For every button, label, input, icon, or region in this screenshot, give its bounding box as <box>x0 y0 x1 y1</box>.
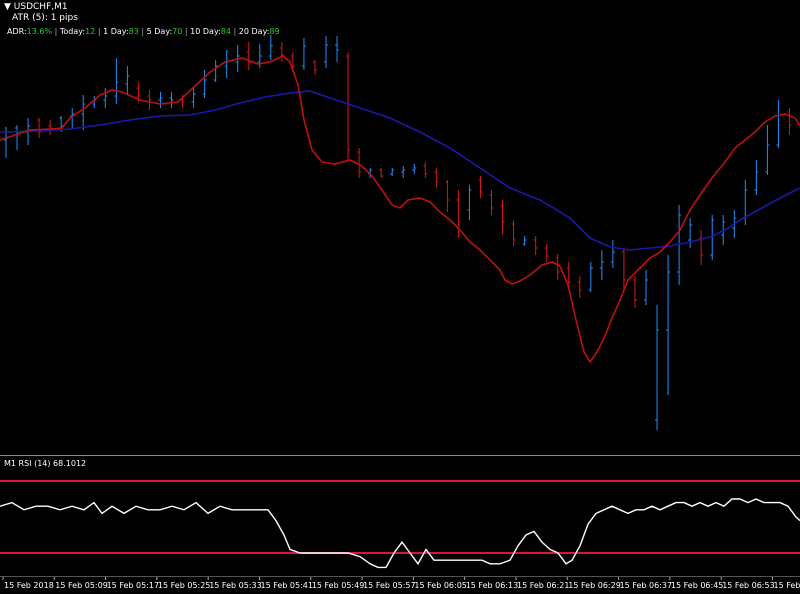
time-tick-label: 15 Feb 06:45 <box>671 581 723 590</box>
price-bar <box>246 42 251 70</box>
time-tick-label: 15 Feb 07 <box>774 581 800 590</box>
window-menu-triangle-icon[interactable]: ▼ <box>4 2 11 12</box>
stats-bar: ADR:13.6% | Today:12 | 1 Day:83 | 5 Day:… <box>7 27 280 36</box>
price-bar <box>677 205 682 285</box>
time-tick-label: 15 Feb 05:09 <box>55 581 107 590</box>
price-bar <box>754 160 759 195</box>
price-bar <box>511 220 516 246</box>
time-tick-label: 15 Feb 05:33 <box>209 581 261 590</box>
time-tick-label: 15 Feb 06:21 <box>517 581 569 590</box>
symbol-title: USDCHF,M1 <box>13 2 68 12</box>
stat-10-day: 10 Day:84 <box>190 27 231 36</box>
price-bar <box>268 35 273 60</box>
price-bar <box>555 254 560 280</box>
time-tick-label: 15 Feb 06:13 <box>466 581 518 590</box>
time-axis-divider <box>0 576 800 577</box>
price-bar <box>379 168 384 178</box>
price-bar <box>522 236 527 246</box>
price-bar <box>301 38 306 70</box>
atr-label: ATR (5): 1 pips <box>12 13 78 23</box>
price-bar <box>610 240 615 268</box>
price-bar <box>434 168 439 188</box>
price-bar <box>37 118 42 138</box>
slow-moving-average-line <box>0 90 800 251</box>
time-tick-label: 15 Feb 06:05 <box>414 581 466 590</box>
rsi-line <box>0 498 800 569</box>
time-tick-label: 15 Feb 05:25 <box>158 581 210 590</box>
price-bar <box>114 58 119 104</box>
stat-20-day: 20 Day:89 <box>238 27 280 36</box>
price-bar <box>577 276 582 298</box>
price-bar <box>401 166 406 178</box>
price-bar <box>588 262 593 292</box>
time-tick-label: 15 Feb 06:53 <box>722 581 774 590</box>
price-bar <box>335 36 340 62</box>
time-tick-label: 15 Feb 05:17 <box>107 581 159 590</box>
price-bar <box>412 164 417 174</box>
price-bar <box>500 200 505 234</box>
rsi-title: M1 RSI (14) 68.1012 <box>4 459 87 468</box>
time-tick-label: 15 Feb 05:57 <box>363 581 415 590</box>
price-bar <box>224 50 229 78</box>
price-bar <box>15 125 20 150</box>
time-tick-label: 15 Feb 2018 <box>4 581 54 590</box>
price-bar <box>346 52 351 160</box>
price-bar <box>357 148 362 178</box>
price-bar <box>158 92 163 108</box>
price-bar <box>103 88 108 108</box>
price-bar <box>445 180 450 212</box>
price-bar <box>787 108 792 135</box>
time-tick-label: 15 Feb 05:49 <box>312 581 364 590</box>
price-bar <box>621 248 626 290</box>
price-bar <box>81 95 86 130</box>
price-bar <box>666 255 671 395</box>
price-bar <box>765 125 770 175</box>
price-bar <box>147 90 152 110</box>
price-bar <box>202 70 207 98</box>
price-bar <box>776 100 781 148</box>
price-bar <box>478 176 483 198</box>
price-bar <box>632 276 637 308</box>
price-bars <box>4 35 792 430</box>
price-bar <box>644 270 648 305</box>
price-bar <box>169 92 174 108</box>
price-bar <box>312 60 317 75</box>
price-bar <box>533 236 538 255</box>
time-tick-label: 15 Feb 05:41 <box>261 581 313 590</box>
price-bar <box>710 215 715 260</box>
stat-adr: ADR:13.6% <box>7 27 53 36</box>
price-bar <box>48 120 53 135</box>
price-bar <box>699 230 704 265</box>
price-bar <box>390 168 395 176</box>
price-bar <box>324 36 328 68</box>
price-bar <box>279 42 284 62</box>
price-bar <box>423 162 428 178</box>
time-tick-label: 15 Feb 06:29 <box>568 581 620 590</box>
price-bar <box>467 185 472 220</box>
price-bar <box>688 218 693 248</box>
time-tick-label: 15 Feb 06:37 <box>620 581 672 590</box>
price-bar <box>599 250 604 280</box>
price-bar <box>213 60 218 82</box>
stat-5-day: 5 Day:70 <box>146 27 183 36</box>
stat-today: Today:12 <box>59 27 96 36</box>
chart-title[interactable]: ▼ USDCHF,M1 <box>4 2 68 12</box>
price-bar <box>544 244 549 262</box>
price-bar <box>125 66 130 95</box>
price-bar <box>655 305 660 430</box>
price-bar <box>456 190 461 238</box>
stat-1-day: 1 Day:83 <box>103 27 139 36</box>
indicator-window-divider[interactable] <box>0 455 800 456</box>
fast-moving-average-line <box>0 55 800 364</box>
price-bar <box>489 190 494 215</box>
price-bar <box>191 88 196 108</box>
